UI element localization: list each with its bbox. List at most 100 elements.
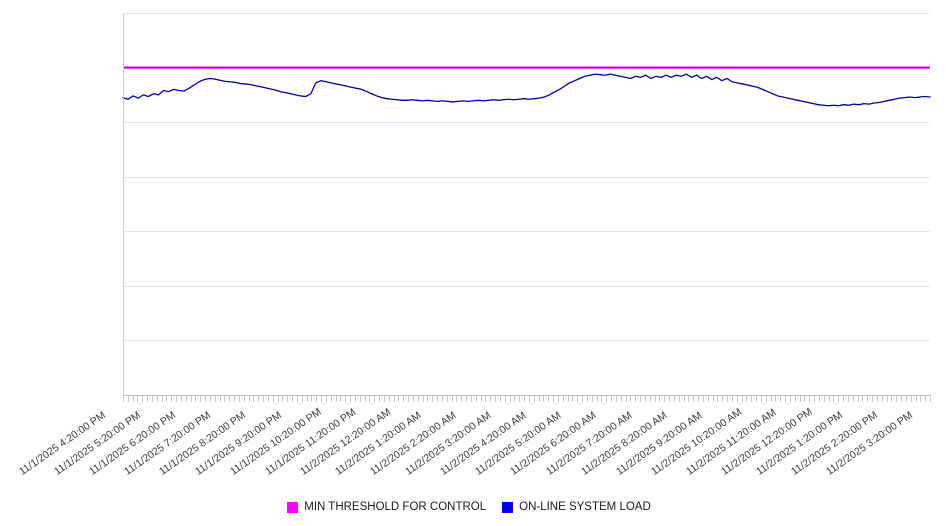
x-axis-tick <box>635 396 636 402</box>
x-axis-tick <box>287 396 288 402</box>
x-axis-tick <box>273 396 274 402</box>
x-axis-tick <box>848 396 849 402</box>
x-axis-tick <box>166 396 167 402</box>
x-axis-tick <box>336 396 337 402</box>
gridline <box>123 286 930 287</box>
x-axis-tick <box>703 396 704 402</box>
chart-legend: MIN THRESHOLD FOR CONTROL ON-LINE SYSTEM … <box>0 498 946 516</box>
x-axis-tick <box>858 396 859 402</box>
x-axis-tick <box>568 396 569 402</box>
x-axis-tick <box>684 396 685 402</box>
x-axis-tick <box>688 396 689 402</box>
x-axis-tick <box>829 396 830 402</box>
x-axis-tick <box>693 396 694 402</box>
x-axis-tick <box>220 396 221 402</box>
x-axis-tick <box>331 396 332 402</box>
x-axis-tick <box>819 396 820 402</box>
x-axis-tick <box>495 396 496 402</box>
x-axis-tick <box>717 396 718 402</box>
x-axis-tick <box>297 396 298 402</box>
x-axis-tick <box>147 396 148 402</box>
x-axis-tick <box>442 396 443 402</box>
x-axis-tick <box>669 396 670 402</box>
x-axis-tick <box>616 396 617 402</box>
x-axis-tick <box>398 396 399 402</box>
x-axis-tick <box>229 396 230 402</box>
x-axis-tick <box>708 396 709 402</box>
x-axis-tick <box>360 396 361 402</box>
x-axis-tick <box>824 396 825 402</box>
x-axis-tick <box>505 396 506 402</box>
x-axis-tick <box>423 396 424 402</box>
x-axis-tick <box>853 396 854 402</box>
x-axis-tick <box>896 396 897 402</box>
x-axis-tick <box>780 396 781 402</box>
x-axis-tick <box>481 396 482 402</box>
x-axis-tick <box>548 396 549 402</box>
x-axis-tick <box>901 396 902 402</box>
x-axis-tick <box>698 396 699 402</box>
x-axis-tick <box>181 396 182 402</box>
x-axis-tick <box>592 396 593 402</box>
legend-entry[interactable]: MIN THRESHOLD FOR CONTROL <box>287 501 486 513</box>
x-axis-tick <box>456 396 457 402</box>
x-axis-tick <box>572 396 573 402</box>
gridline <box>123 340 930 341</box>
x-axis-tick <box>925 396 926 402</box>
x-axis-tick <box>621 396 622 402</box>
x-axis-tick <box>476 396 477 402</box>
x-axis-tick <box>171 396 172 402</box>
x-axis-tick <box>809 396 810 402</box>
x-axis-tick <box>345 396 346 402</box>
x-axis-tick <box>514 396 515 402</box>
x-axis-tick <box>804 396 805 402</box>
x-axis-tick <box>659 396 660 402</box>
x-axis-tick <box>268 396 269 402</box>
x-axis-tick <box>882 396 883 402</box>
x-axis-tick <box>461 396 462 402</box>
x-axis-tick <box>176 396 177 402</box>
x-axis-tick <box>674 396 675 402</box>
x-axis-labels: 11/1/2025 4:20:00 PM 11/1/2025 5:20:00 PM… <box>0 398 946 488</box>
x-axis-tick <box>543 396 544 402</box>
x-axis-tick <box>775 396 776 402</box>
legend-entry[interactable]: ON-LINE SYSTEM LOAD <box>502 501 651 513</box>
x-axis-tick <box>374 396 375 402</box>
x-axis-tick <box>771 396 772 402</box>
x-axis-tick <box>601 396 602 402</box>
x-axis-tick <box>655 396 656 402</box>
x-axis-tick <box>239 396 240 402</box>
x-axis-tick <box>471 396 472 402</box>
legend-label: ON-LINE SYSTEM LOAD <box>519 501 651 513</box>
x-axis-tick <box>263 396 264 402</box>
plot-area <box>123 13 930 396</box>
x-axis-tick <box>258 396 259 402</box>
x-axis-tick <box>413 396 414 402</box>
x-axis-tick <box>205 396 206 402</box>
x-axis-tick <box>800 396 801 402</box>
x-axis-tick <box>278 396 279 402</box>
x-axis-tick <box>911 396 912 402</box>
online-system-load-line <box>123 74 930 106</box>
x-axis-tick <box>162 396 163 402</box>
x-axis-line <box>123 395 931 396</box>
x-axis-tick <box>302 396 303 402</box>
x-axis-tick <box>838 396 839 402</box>
x-axis-tick <box>340 396 341 402</box>
x-axis-tick <box>485 396 486 402</box>
x-axis-tick <box>490 396 491 402</box>
x-axis-tick <box>369 396 370 402</box>
x-axis-tick <box>157 396 158 402</box>
x-axis-tick <box>326 396 327 402</box>
gridline <box>123 177 930 178</box>
x-axis-tick <box>630 396 631 402</box>
x-axis-tick <box>650 396 651 402</box>
x-axis-tick <box>737 396 738 402</box>
x-axis-tick <box>795 396 796 402</box>
x-axis-tick <box>519 396 520 402</box>
x-axis-tick <box>553 396 554 402</box>
x-axis-tick <box>920 396 921 402</box>
x-axis-tick <box>597 396 598 402</box>
x-axis-tick <box>128 396 129 402</box>
x-axis-tick <box>891 396 892 402</box>
